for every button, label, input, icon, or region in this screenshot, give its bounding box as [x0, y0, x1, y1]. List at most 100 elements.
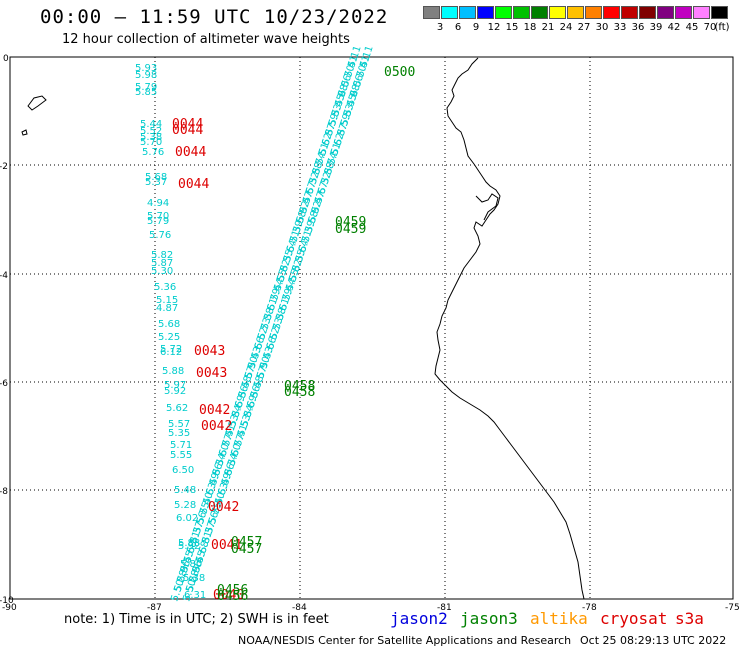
- wave-height-label: 5.15: [156, 295, 178, 306]
- wave-height-label: 5.57: [168, 419, 190, 430]
- scale-label: 9: [472, 22, 480, 33]
- pass-time-label: 0500: [384, 65, 415, 80]
- y-tick-label: -2: [0, 162, 8, 172]
- pass-time-labels: 0044004400440044004300430042004200420041…: [172, 65, 415, 604]
- scale-label: 3: [436, 22, 444, 33]
- island-large: [27, 95, 47, 111]
- wave-height-label: 6.12: [160, 347, 182, 358]
- wave-height-label: 5.88: [178, 538, 200, 549]
- scale-swatch: [711, 6, 728, 19]
- wave-height-label: 5.68: [145, 172, 167, 183]
- scale-label: 15: [505, 22, 519, 33]
- wave-height-label: 5.48: [174, 485, 196, 496]
- wave-height-label: 5.76: [142, 147, 164, 158]
- scale-label: 21: [541, 22, 555, 33]
- wave-height-label: 5.87: [151, 258, 173, 269]
- wave-height-label: 5.28: [174, 500, 196, 511]
- scale-label: 45: [685, 22, 699, 33]
- wave-height-label: 5.76: [149, 230, 171, 241]
- wave-height-label: 5.38: [140, 132, 162, 143]
- scale-swatch: [495, 6, 512, 19]
- x-tick-label: -75: [725, 603, 740, 613]
- pass-time-label: 0043: [196, 366, 227, 381]
- wave-height-label: 5.30: [151, 266, 173, 277]
- pass-time-label: 0044: [178, 177, 209, 192]
- pass-time-label: 0457: [231, 535, 262, 550]
- pass-time-label: 0042: [201, 419, 232, 434]
- generated-timestamp: Oct 25 08:29:13 UTC 2022: [580, 634, 727, 647]
- scale-swatch: [423, 6, 440, 19]
- pass-time-label: 0456: [217, 589, 248, 604]
- wave-height-label: 5.62: [166, 403, 188, 414]
- wave-height-label: 5.36: [154, 282, 176, 293]
- y-tick-label: -6: [0, 379, 8, 389]
- scale-unit-label: (ft): [714, 22, 730, 33]
- legend-altika: altika: [530, 609, 588, 628]
- wave-height-label: 5.68: [158, 319, 180, 330]
- scale-label: 39: [649, 22, 663, 33]
- y-tick-label: -4: [0, 271, 8, 281]
- scale-label: 70: [703, 22, 717, 33]
- scale-label: 24: [559, 22, 573, 33]
- scale-swatch: [531, 6, 548, 19]
- wave-height-label: 6.50: [172, 465, 194, 476]
- pass-time-label: 0458: [284, 379, 315, 394]
- pass-time-label: 0459: [335, 215, 366, 230]
- scale-swatch: [549, 6, 566, 19]
- wave-height-label: 5.97: [164, 380, 186, 391]
- wave-height-label: 5.44: [140, 119, 162, 130]
- scale-swatch: [459, 6, 476, 19]
- scale-swatch: [567, 6, 584, 19]
- pass-time-label: 0040: [213, 588, 244, 603]
- pass-time-label: 0044: [172, 117, 203, 132]
- page-subtitle: 12 hour collection of altimeter wave hei…: [62, 32, 350, 47]
- pass-time-label: 0043: [194, 344, 225, 359]
- wave-height-label: 5.79: [147, 216, 169, 227]
- coastline-inlet: [475, 193, 499, 221]
- wave-height-label: 5.92: [178, 541, 200, 552]
- legend-cryosat: cryosat: [600, 609, 668, 628]
- wave-height-label: 5.38: [183, 573, 205, 584]
- scale-swatch: [477, 6, 494, 19]
- wave-height-label: 5.52: [140, 126, 162, 137]
- scale-swatch: [621, 6, 638, 19]
- wave-height-label: 5.92: [164, 386, 186, 397]
- scale-label: 6: [454, 22, 462, 33]
- wave-height-label: 5.35: [168, 428, 190, 439]
- wave-height-label: 5.88: [162, 366, 184, 377]
- scale-label: 18: [523, 22, 537, 33]
- x-tick-label: -78: [582, 603, 597, 613]
- wave-height-label: 5.71: [170, 440, 192, 451]
- wave-height-label: 5.98: [135, 70, 157, 81]
- y-tick-label: -8: [0, 487, 8, 497]
- scale-label: 12: [487, 22, 501, 33]
- pass-time-label: 0456: [217, 583, 248, 598]
- pass-time-label: 0044: [172, 123, 203, 138]
- scale-label: 33: [613, 22, 627, 33]
- footnote: note: 1) Time is in UTC; 2) SWH is in fe…: [64, 612, 329, 627]
- x-tick-label: -90: [2, 603, 17, 613]
- pass-time-label: 0041: [211, 538, 242, 553]
- x-tick-label: -87: [147, 603, 162, 613]
- scale-label: 30: [595, 22, 609, 33]
- scale-swatch: [657, 6, 674, 19]
- scale-swatch: [441, 6, 458, 19]
- scale-label: 36: [631, 22, 645, 33]
- wave-height-label: 4.87: [156, 303, 178, 314]
- pass-time-label: 0458: [284, 385, 315, 400]
- credit-line: NOAA/NESDIS Center for Satellite Applica…: [238, 634, 572, 647]
- y-tick-label: -10: [0, 596, 14, 606]
- y-tick-label: 0: [3, 54, 9, 64]
- wave-height-label: 5.55: [170, 450, 192, 461]
- scale-swatch: [693, 6, 710, 19]
- wave-height-label: 5.80: [180, 559, 202, 570]
- axis-ticks: 0 -2 -4 -6 -8 -10-90 -87 -84 -81 -78 -75: [0, 54, 740, 613]
- wave-height-label: 6.31: [184, 590, 206, 601]
- scale-swatch: [639, 6, 656, 19]
- map-frame: [9, 56, 734, 600]
- wave-height-label: 5.70: [140, 137, 162, 148]
- legend-jason2: jason2: [390, 609, 448, 628]
- scale-swatch: [585, 6, 602, 19]
- wave-height-label: 5.37: [145, 177, 167, 188]
- wave-height-column: 5.935.985.795.855.445.525.385.705.765.68…: [135, 63, 206, 601]
